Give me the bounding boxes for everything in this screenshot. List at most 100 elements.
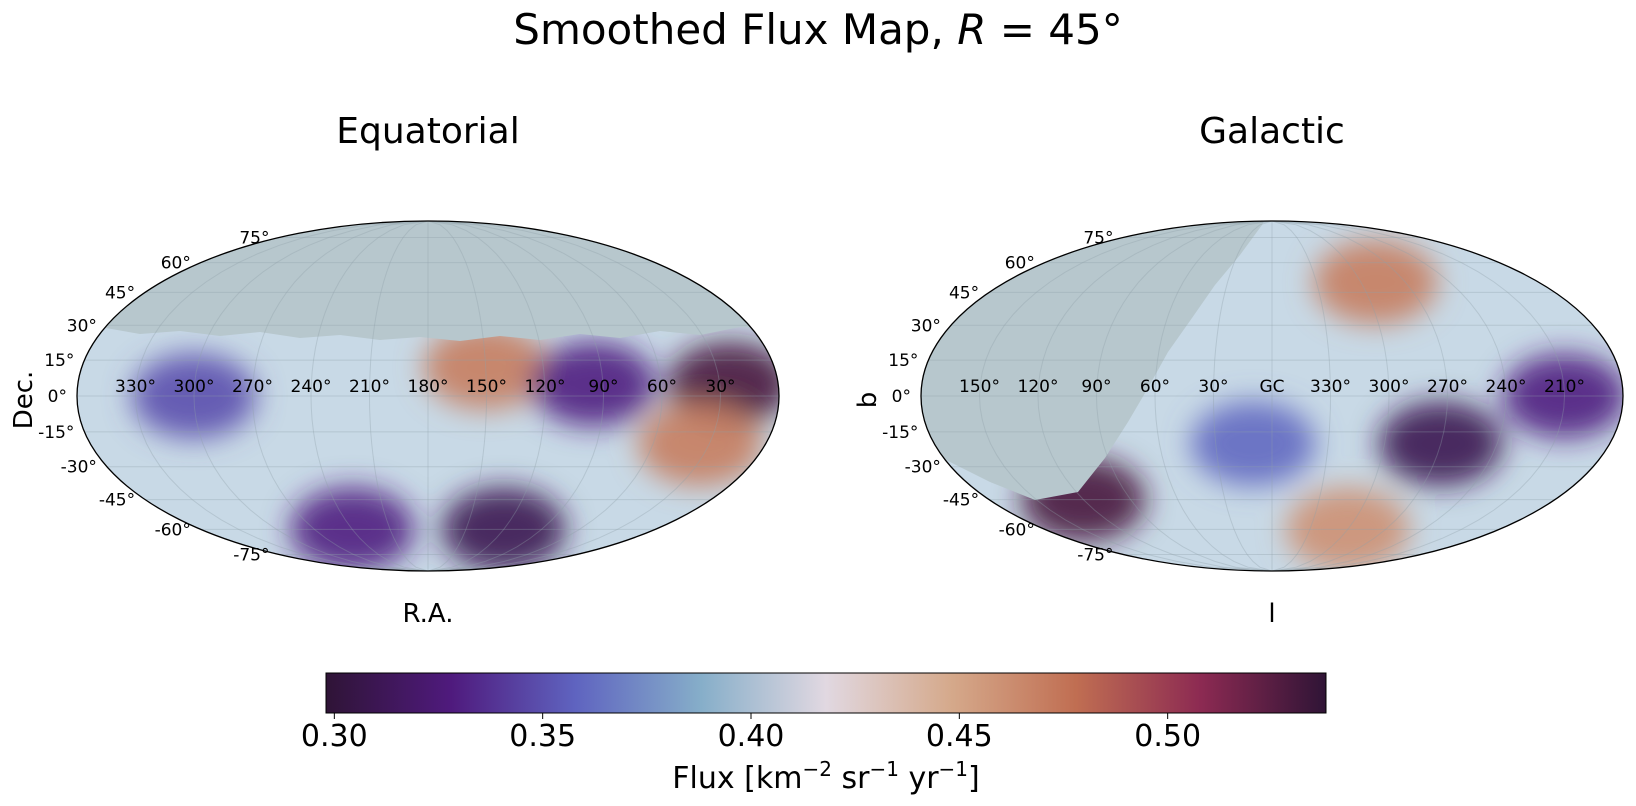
y-tick-label: 30° xyxy=(67,316,97,336)
y-tick-label: -75° xyxy=(1077,546,1113,566)
colorbar-label-suffix: ] xyxy=(968,761,980,796)
flux-blob xyxy=(1191,401,1316,486)
graticule-meridian xyxy=(368,221,429,571)
x-tick-label: 60° xyxy=(1140,377,1170,397)
graticule-meridian xyxy=(427,221,605,571)
x-tick-label: 210° xyxy=(349,377,390,397)
equatorial-x-ticks: 330° 300° 270° 240° 210° 180° 150° 120° 90° 60° 30… xyxy=(115,377,736,397)
graticule-meridian xyxy=(193,221,429,571)
graticule-meridian xyxy=(427,221,488,571)
x-tick-label: 60° xyxy=(647,377,677,397)
x-tick-label: 330° xyxy=(115,377,156,397)
y-tick-label: -45° xyxy=(943,491,979,511)
colorbar-tick-label: 0.30 xyxy=(301,719,368,754)
y-tick-label: 15° xyxy=(888,351,918,371)
colorbar-tick-label: 0.35 xyxy=(509,719,576,754)
graticule-meridian xyxy=(978,221,1273,571)
y-tick-label: 75° xyxy=(239,228,269,248)
graticule-meridian xyxy=(427,221,546,571)
graticule-meridian xyxy=(1271,221,1449,571)
x-tick-label: GC xyxy=(1259,377,1284,397)
y-tick-label: -60° xyxy=(999,520,1035,540)
figure-title-variable: R xyxy=(957,5,986,54)
equatorial-flux-blobs xyxy=(132,325,779,571)
equatorial-xlabel: R.A. xyxy=(403,599,454,629)
galactic-title: Galactic xyxy=(1199,111,1345,152)
galactic-xlabel: l xyxy=(1268,599,1275,629)
galactic-map-border xyxy=(920,220,1624,572)
x-tick-label: 30° xyxy=(1198,377,1228,397)
galactic-graticule xyxy=(921,221,1623,571)
equatorial-title: Equatorial xyxy=(336,111,519,152)
x-tick-label: 270° xyxy=(232,377,273,397)
equatorial-graticule xyxy=(77,221,779,571)
x-tick-label: 330° xyxy=(1310,377,1351,397)
y-tick-label: -75° xyxy=(233,546,269,566)
colorbar-label-mid2: yr xyxy=(899,761,939,796)
x-tick-label: 240° xyxy=(1486,377,1527,397)
colorbar-label-sup2: −1 xyxy=(869,757,898,781)
flux-blob xyxy=(1313,240,1438,325)
galactic-x-ticks: 150° 120° 90° 60° 30° GC 330° 300° 270° 240° 210° xyxy=(959,377,1585,397)
y-tick-label: -15° xyxy=(38,423,74,443)
galactic-map xyxy=(921,221,1623,571)
flux-blob xyxy=(1378,401,1503,486)
figure-title: Smoothed Flux Map, R = 45° xyxy=(513,5,1122,54)
colorbar-gradient xyxy=(325,672,1327,714)
colorbar: 0.30 0.35 0.40 0.45 0.50 Flux [km−2 sr−1 yr−… xyxy=(301,672,1327,796)
y-tick-label: -60° xyxy=(155,520,191,540)
graticule-meridian xyxy=(427,221,722,571)
graticule-meridian xyxy=(251,221,429,571)
graticule-meridian xyxy=(1271,221,1332,571)
equatorial-ylabel: Dec. xyxy=(9,371,39,430)
colorbar-label-prefix: Flux [km xyxy=(672,761,802,796)
flux-blob xyxy=(638,401,763,486)
x-tick-label: 120° xyxy=(525,377,566,397)
flux-blob xyxy=(1502,354,1623,438)
x-tick-label: 300° xyxy=(174,377,215,397)
graticule-meridian xyxy=(1095,221,1273,571)
x-tick-label: 150° xyxy=(959,377,1000,397)
graticule-meridian xyxy=(427,221,663,571)
colorbar-tick-label: 0.40 xyxy=(718,719,785,754)
flux-blob xyxy=(132,354,256,438)
graticule-meridian xyxy=(1271,221,1566,571)
colorbar-label-sup1: −2 xyxy=(802,757,831,781)
flux-blob xyxy=(1285,487,1410,571)
y-tick-label: 45° xyxy=(949,283,979,303)
x-tick-label: 270° xyxy=(1427,377,1468,397)
x-tick-label: 180° xyxy=(408,377,449,397)
colorbar-tick-label: 0.50 xyxy=(1134,719,1201,754)
flux-blob xyxy=(290,487,415,571)
graticule-meridian xyxy=(1271,221,1507,571)
x-tick-label: 30° xyxy=(705,377,735,397)
y-tick-label: 60° xyxy=(1005,254,1035,274)
y-tick-label: 15° xyxy=(44,351,74,371)
y-tick-label: -30° xyxy=(905,458,941,478)
graticule-meridian xyxy=(134,221,429,571)
equatorial-map-border xyxy=(76,220,780,572)
figure-title-equals: = 45° xyxy=(986,5,1122,54)
x-tick-label: 150° xyxy=(466,377,507,397)
graticule-meridian xyxy=(1154,221,1273,571)
graticule-meridian xyxy=(310,221,429,571)
x-tick-label: 240° xyxy=(291,377,332,397)
galactic-ylabel: b xyxy=(853,392,883,409)
y-tick-label: 0° xyxy=(892,387,911,407)
colorbar-label-mid1: sr xyxy=(832,761,870,796)
colorbar-tick-label: 0.45 xyxy=(926,719,993,754)
galactic-y-ticks: 75° 60° 45° 30° 15° 0° -15° -30°-45° -60° -75° xyxy=(882,228,1113,565)
equatorial-panel: Equatorial 330° 300° 270° 240° 210° 180° 150° 1… xyxy=(9,111,780,629)
x-tick-label: 210° xyxy=(1544,377,1585,397)
colorbar-label: Flux [km−2 sr−1 yr−1] xyxy=(672,757,980,796)
figure-title-main: Smoothed Flux Map, xyxy=(513,5,957,54)
y-tick-label: 30° xyxy=(911,316,941,336)
y-tick-label: 60° xyxy=(161,254,191,274)
graticule-meridian xyxy=(1212,221,1273,571)
y-tick-label: 75° xyxy=(1083,228,1113,248)
y-tick-label: 45° xyxy=(105,283,135,303)
flux-blob xyxy=(441,487,566,571)
y-tick-label: -30° xyxy=(61,458,97,478)
x-tick-label: 120° xyxy=(1018,377,1059,397)
